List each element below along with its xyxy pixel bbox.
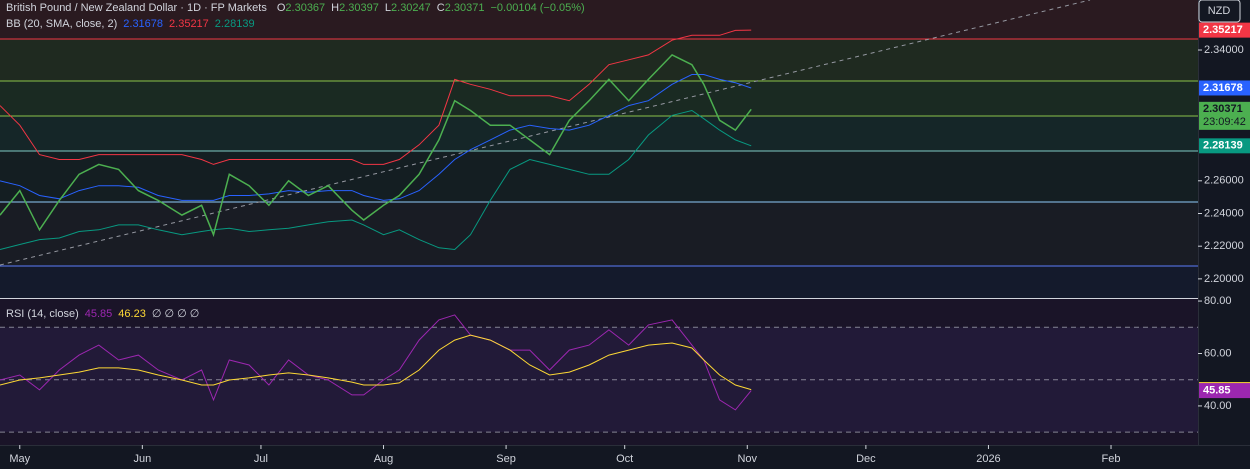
ohlc-key: C	[437, 2, 445, 14]
price-badge-label: 2.31678	[1203, 82, 1243, 94]
y-tick-label: 80.00	[1204, 295, 1232, 307]
ohlc-value: 2.30397	[339, 2, 379, 14]
y-tick-label: 40.00	[1204, 400, 1232, 412]
ohlc-value: 2.30367	[285, 2, 325, 14]
price-badge	[1199, 383, 1250, 399]
y-tick-label: 2.26000	[1204, 175, 1244, 187]
series-line	[0, 109, 752, 251]
x-tick-label: Sep	[496, 453, 516, 465]
legend-value: 2.28139	[215, 18, 255, 30]
currency-box	[1198, 0, 1241, 23]
x-tick-label: Aug	[374, 453, 394, 465]
axes: 2.34000 2.26000 2.24000 2.22000 2.20000 80.00…	[9, 22, 1250, 465]
rsi-band	[0, 326, 1198, 433]
title: British Pound / New Zealand Dollar · 1D …	[6, 2, 267, 14]
plot	[0, 29, 752, 411]
indicator: BB (20, SMA, close, 2)	[6, 18, 117, 30]
legend-value: 46.23	[118, 308, 146, 320]
legend-value: 45.85	[85, 308, 113, 320]
change: −0.00104 (−0.05%)	[491, 2, 585, 14]
ohlc-key: O	[277, 2, 286, 14]
y-tick-label: 2.34000	[1204, 44, 1244, 56]
legend-value: 2.35217	[169, 18, 209, 30]
x-tick-label: May	[9, 453, 30, 465]
x-tick-label: Oct	[616, 453, 633, 465]
ohlc-value: 2.30371	[445, 2, 485, 14]
rsi-legend: RSI (14, close) 45.85 46.23 ∅ ∅ ∅ ∅	[6, 308, 199, 320]
series-line	[0, 334, 752, 391]
ohlc-value: 2.30247	[391, 2, 431, 14]
x-tick-label: Feb	[1102, 453, 1121, 465]
price-badge	[1199, 80, 1250, 96]
price-badge-label: 45.85	[1203, 384, 1231, 396]
price-badge	[1199, 138, 1250, 154]
x-tick-label: Dec	[856, 453, 876, 465]
legend-value: 2.31678	[123, 18, 163, 30]
x-tick-label: Nov	[737, 453, 757, 465]
legend-extra: ∅ ∅ ∅ ∅	[152, 308, 200, 320]
rsi-title: RSI (14, close)	[6, 308, 79, 320]
y-tick-label: 2.22000	[1204, 240, 1244, 252]
series-line	[0, 29, 752, 165]
x-tick-label: Jul	[254, 453, 268, 465]
x-tick-label: Jun	[133, 453, 151, 465]
x-tick-label: 2026	[976, 453, 1000, 465]
price-badge-label: 2.28139	[1203, 140, 1243, 152]
y-tick-label: 60.00	[1204, 347, 1232, 359]
ohlc-key: H	[331, 2, 339, 14]
price-badge	[1199, 101, 1250, 130]
series-line	[0, 53, 752, 238]
price-axis	[1199, 0, 1250, 445]
y-tick-label: 2.24000	[1204, 207, 1244, 219]
bb-legend: BB (20, SMA, close, 2) 2.31678 2.35217 2.28…	[6, 18, 255, 30]
header: British Pound / New Zealand Dollar · 1D …	[6, 2, 585, 14]
price-badge-label: 2.30371	[1203, 103, 1243, 115]
y-tick-label: 2.20000	[1204, 273, 1244, 285]
price-badge-label: 2.35217	[1203, 24, 1243, 36]
countdown: 23:09:42	[1203, 116, 1246, 128]
price-badge	[1199, 22, 1250, 38]
currency: NZD	[1208, 5, 1231, 17]
series-line	[0, 74, 752, 201]
series-line	[0, 314, 752, 411]
ohlc-key: L	[385, 2, 391, 14]
